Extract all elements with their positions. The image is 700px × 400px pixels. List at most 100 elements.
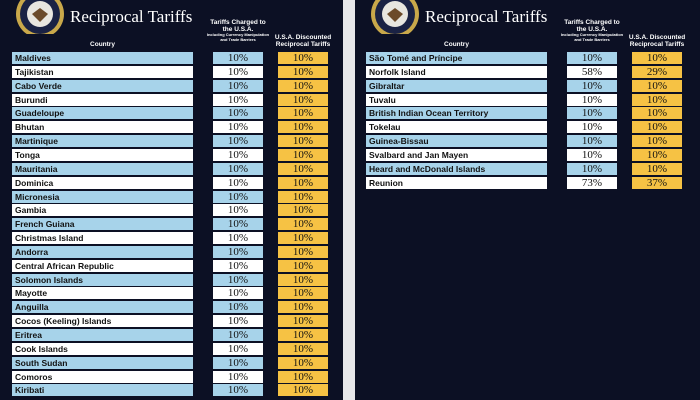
charged-cell: 10%	[567, 79, 617, 92]
country-cell: Bhutan	[12, 121, 193, 134]
header-discounted: U.S.A. Discounted Reciprocal Tariffs	[274, 34, 332, 48]
country-cell: Tonga	[12, 148, 193, 161]
header-charged-title: Tariffs Charged to the U.S.A.	[210, 19, 266, 33]
discounted-cell: 10%	[278, 245, 328, 258]
country-cell: French Guiana	[12, 218, 193, 231]
country-cell: São Tomé and Príncipe	[366, 52, 547, 64]
header-charged: Tariffs Charged to the U.S.A. Including C…	[205, 19, 271, 42]
country-cell: Martinique	[12, 135, 193, 148]
discounted-cell: 10%	[278, 65, 328, 78]
charged-cell: 10%	[213, 384, 263, 397]
header-charged-note: Including Currency Manipulation and Trad…	[206, 32, 270, 42]
header-charged-note: Including Currency Manipulation and Trad…	[560, 32, 624, 42]
charged-cell: 10%	[567, 107, 617, 120]
discounted-cell: 37%	[632, 176, 682, 189]
discounted-cell: 10%	[278, 232, 328, 245]
charged-cell: 10%	[213, 259, 263, 272]
discounted-cell: 10%	[278, 259, 328, 272]
charged-cell: 10%	[213, 218, 263, 231]
discounted-cell: 10%	[278, 162, 328, 175]
country-cell: South Sudan	[12, 356, 193, 369]
charged-cell: 10%	[213, 370, 263, 383]
charged-cell: 10%	[213, 107, 263, 120]
charged-cell: 10%	[213, 135, 263, 148]
country-cell: Dominica	[12, 176, 193, 189]
discounted-cell: 10%	[278, 135, 328, 148]
discounted-cell: 29%	[632, 65, 682, 78]
discounted-cell: 10%	[278, 301, 328, 314]
charged-cell: 10%	[567, 121, 617, 134]
country-cell: British Indian Ocean Territory	[366, 107, 547, 120]
charged-cell: 10%	[213, 93, 263, 106]
country-cell: Guinea-Bissau	[366, 135, 547, 148]
country-cell: Cabo Verde	[12, 79, 193, 92]
header-country: Country	[90, 41, 115, 48]
charged-cell: 10%	[567, 162, 617, 175]
charged-cell: 10%	[213, 342, 263, 355]
discounted-cell: 10%	[632, 79, 682, 92]
charged-cell: 10%	[213, 315, 263, 328]
discounted-cell: 10%	[278, 52, 328, 64]
charged-cell: 10%	[213, 190, 263, 203]
discounted-cell: 10%	[278, 93, 328, 106]
charged-cell: 10%	[213, 121, 263, 134]
country-cell: Mauritania	[12, 162, 193, 175]
discounted-cell: 10%	[278, 370, 328, 383]
discounted-cell: 10%	[278, 329, 328, 341]
country-cell: Norfolk Island	[366, 65, 547, 78]
discounted-cell: 10%	[278, 356, 328, 369]
title: Reciprocal Tariffs	[425, 7, 548, 26]
seal	[371, 0, 419, 34]
charged-cell: 10%	[213, 273, 263, 286]
charged-cell: 10%	[567, 52, 617, 64]
discounted-cell: 10%	[278, 218, 328, 231]
discounted-cell: 10%	[632, 52, 682, 64]
country-cell: Reunion	[366, 176, 547, 189]
title: Reciprocal Tariffs	[70, 7, 193, 26]
seal	[16, 0, 64, 34]
discounted-cell: 10%	[278, 176, 328, 189]
country-cell: Comoros	[12, 370, 193, 383]
discounted-cell: 10%	[278, 79, 328, 92]
panel: Reciprocal Tariffs Country Tariffs Charged…	[355, 0, 700, 400]
charged-cell: 73%	[567, 176, 617, 189]
discounted-cell: 10%	[278, 342, 328, 355]
discounted-cell: 10%	[632, 135, 682, 148]
charged-cell: 10%	[213, 287, 263, 300]
discounted-cell: 10%	[632, 121, 682, 134]
country-cell: Christmas Island	[12, 232, 193, 245]
discounted-cell: 10%	[632, 148, 682, 161]
country-cell: Cocos (Keeling) Islands	[12, 315, 193, 328]
country-cell: Kiribati	[12, 384, 193, 397]
country-cell: Cook Islands	[12, 342, 193, 355]
charged-cell: 10%	[213, 232, 263, 245]
discounted-cell: 10%	[278, 148, 328, 161]
country-cell: Tajikistan	[12, 65, 193, 78]
charged-cell: 58%	[567, 65, 617, 78]
charged-cell: 10%	[567, 148, 617, 161]
country-cell: Gibraltar	[366, 79, 547, 92]
header-country: Country	[444, 41, 469, 48]
charged-cell: 10%	[567, 93, 617, 106]
country-cell: Tuvalu	[366, 93, 547, 106]
charged-cell: 10%	[213, 148, 263, 161]
discounted-cell: 10%	[278, 273, 328, 286]
country-cell: Tokelau	[366, 121, 547, 134]
country-cell: Anguilla	[12, 301, 193, 314]
charged-cell: 10%	[213, 356, 263, 369]
charged-cell: 10%	[213, 79, 263, 92]
country-cell: Central African Republic	[12, 259, 193, 272]
discounted-cell: 10%	[278, 384, 328, 397]
charged-cell: 10%	[213, 65, 263, 78]
charged-cell: 10%	[213, 52, 263, 64]
charged-cell: 10%	[213, 329, 263, 341]
charged-cell: 10%	[213, 204, 263, 217]
country-cell: Gambia	[12, 204, 193, 217]
discounted-cell: 10%	[632, 162, 682, 175]
panel: Reciprocal Tariffs Country Tariffs Charged…	[0, 0, 343, 400]
charged-cell: 10%	[213, 162, 263, 175]
charged-cell: 10%	[567, 135, 617, 148]
discounted-cell: 10%	[632, 107, 682, 120]
discounted-cell: 10%	[278, 204, 328, 217]
